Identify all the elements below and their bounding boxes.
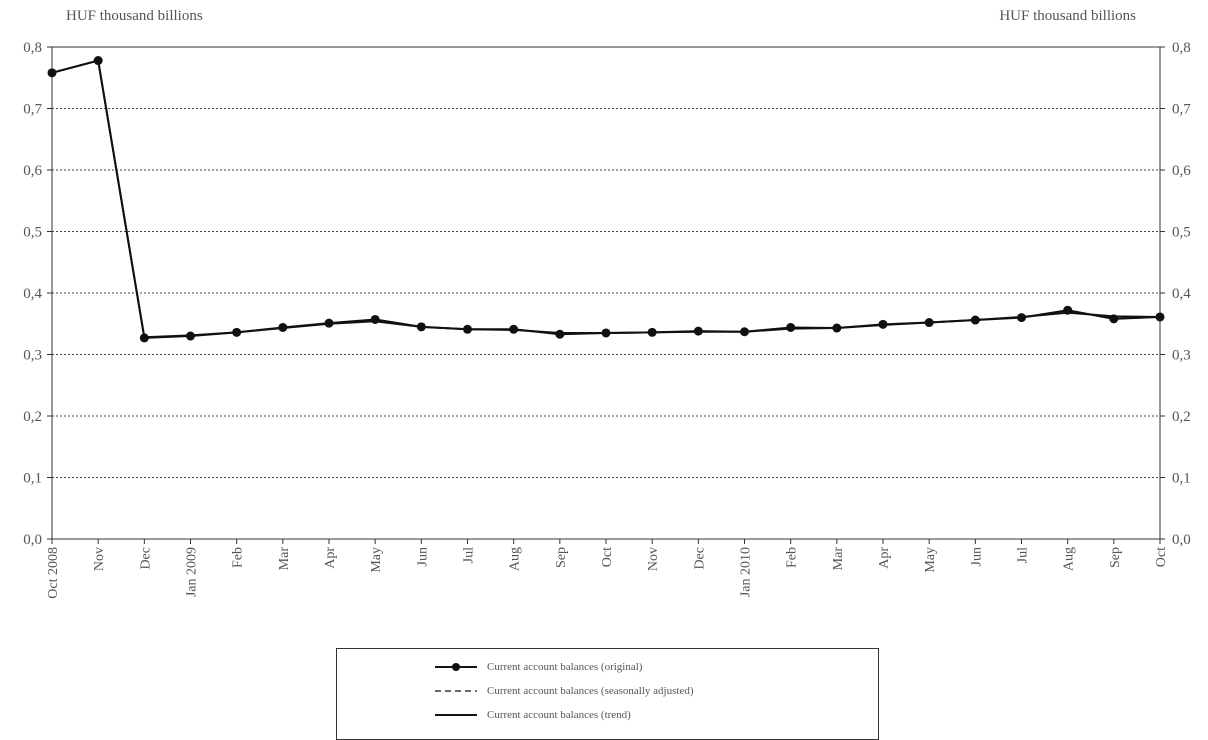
x-tick-label: Jun [415,547,430,566]
x-tick-label: Aug [508,547,523,571]
x-tick-label: Jun [969,547,984,566]
y-tick-label-right: 0,3 [1172,348,1191,364]
y-tick-label-left: 0,0 [23,532,42,548]
x-tick-label: Jan 2010 [739,547,754,597]
x-tick-label: Jul [1016,547,1031,563]
x-tick-label: Dec [692,547,707,570]
x-tick-label: Oct [600,547,615,567]
legend-swatch-original [435,663,477,671]
y-tick-label-right: 0,7 [1172,102,1191,118]
legend-item-seasonally-adjusted: Current account balances (seasonally adj… [433,683,693,699]
series-line-2 [51,59,1161,339]
x-tick-label: May [923,547,938,573]
x-tick-label: Feb [785,547,800,568]
x-tick-label: Jan 2009 [185,547,200,597]
y-tick-label-left: 0,5 [23,225,42,241]
legend-label-trend: Current account balances (trend) [487,709,631,721]
x-tick-label: Sep [554,547,569,568]
legend-item-trend: Current account balances (trend) [433,707,631,723]
y-tick-label-right: 0,0 [1172,532,1191,548]
y-tick-label-left: 0,3 [23,348,42,364]
y-tick-label-left: 0,2 [23,409,42,425]
x-tick-label: Feb [231,547,246,568]
x-tick-label: Apr [323,547,338,569]
x-tick-label: Jul [462,547,477,563]
y-tick-label-left: 0,4 [23,286,42,302]
series-line-1 [51,59,1161,339]
chart-legend: Current account balances (original) Curr… [336,648,879,740]
y-tick-label-right: 0,8 [1172,40,1191,56]
legend-label-original: Current account balances (original) [487,661,643,673]
y-tick-label-right: 0,6 [1172,163,1191,179]
legend-label-seasonally-adjusted: Current account balances (seasonally adj… [487,685,694,697]
legend-swatch-seasonally-adjusted [435,690,477,692]
right-axis-unit-label: HUF thousand billions [999,8,1136,24]
y-tick-label-left: 0,8 [23,40,42,56]
x-tick-label: May [369,547,384,573]
x-tick-label: Oct 2008 [46,547,61,599]
y-tick-label-right: 0,1 [1172,471,1191,487]
x-tick-label: Apr [877,547,892,569]
legend-swatch-trend [435,714,477,716]
y-tick-label-left: 0,1 [23,471,42,487]
left-axis-unit-label: HUF thousand billions [66,8,203,24]
x-tick-label: Mar [831,547,846,571]
series-line-0 [51,59,1161,339]
x-tick-label: Nov [92,547,107,571]
x-tick-label: Aug [1062,547,1077,571]
y-tick-label-left: 0,7 [23,102,42,118]
y-tick-label-right: 0,2 [1172,409,1191,425]
y-tick-label-right: 0,4 [1172,286,1191,302]
y-tick-label-left: 0,6 [23,163,42,179]
x-tick-label: Nov [646,547,661,571]
y-tick-label-right: 0,5 [1172,225,1191,241]
x-tick-label: Mar [277,547,292,571]
x-tick-label: Dec [138,547,153,570]
x-tick-label: Oct [1154,547,1169,567]
x-tick-label: Sep [1108,547,1123,568]
legend-item-original: Current account balances (original) [433,659,642,675]
